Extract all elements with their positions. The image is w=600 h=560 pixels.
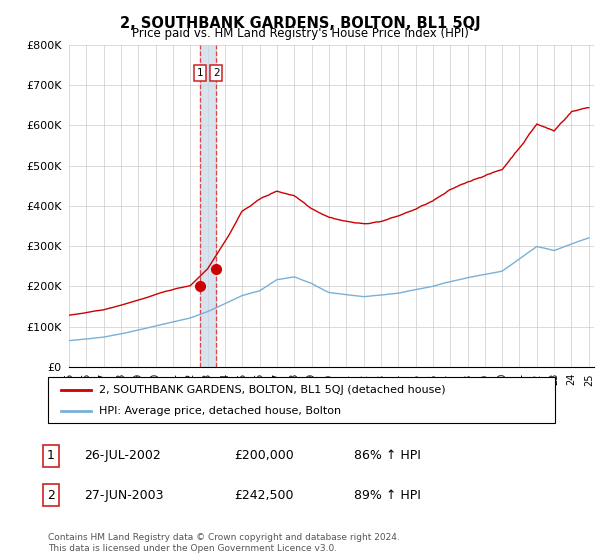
Text: Contains HM Land Registry data © Crown copyright and database right 2024.
This d: Contains HM Land Registry data © Crown c…: [48, 533, 400, 553]
Text: £242,500: £242,500: [234, 488, 293, 502]
Text: 27-JUN-2003: 27-JUN-2003: [84, 488, 163, 502]
Text: 1: 1: [197, 68, 203, 78]
Text: 2: 2: [47, 488, 55, 502]
Text: 89% ↑ HPI: 89% ↑ HPI: [354, 488, 421, 502]
Text: 2, SOUTHBANK GARDENS, BOLTON, BL1 5QJ: 2, SOUTHBANK GARDENS, BOLTON, BL1 5QJ: [119, 16, 481, 31]
Text: Price paid vs. HM Land Registry's House Price Index (HPI): Price paid vs. HM Land Registry's House …: [131, 27, 469, 40]
Text: 86% ↑ HPI: 86% ↑ HPI: [354, 449, 421, 463]
Text: £200,000: £200,000: [234, 449, 294, 463]
Text: HPI: Average price, detached house, Bolton: HPI: Average price, detached house, Bolt…: [98, 407, 341, 416]
Text: 26-JUL-2002: 26-JUL-2002: [84, 449, 161, 463]
Text: 2, SOUTHBANK GARDENS, BOLTON, BL1 5QJ (detached house): 2, SOUTHBANK GARDENS, BOLTON, BL1 5QJ (d…: [98, 385, 445, 395]
FancyBboxPatch shape: [48, 377, 555, 423]
Text: 2: 2: [213, 68, 220, 78]
Bar: [200, 45, 216, 367]
Text: 1: 1: [47, 449, 55, 463]
